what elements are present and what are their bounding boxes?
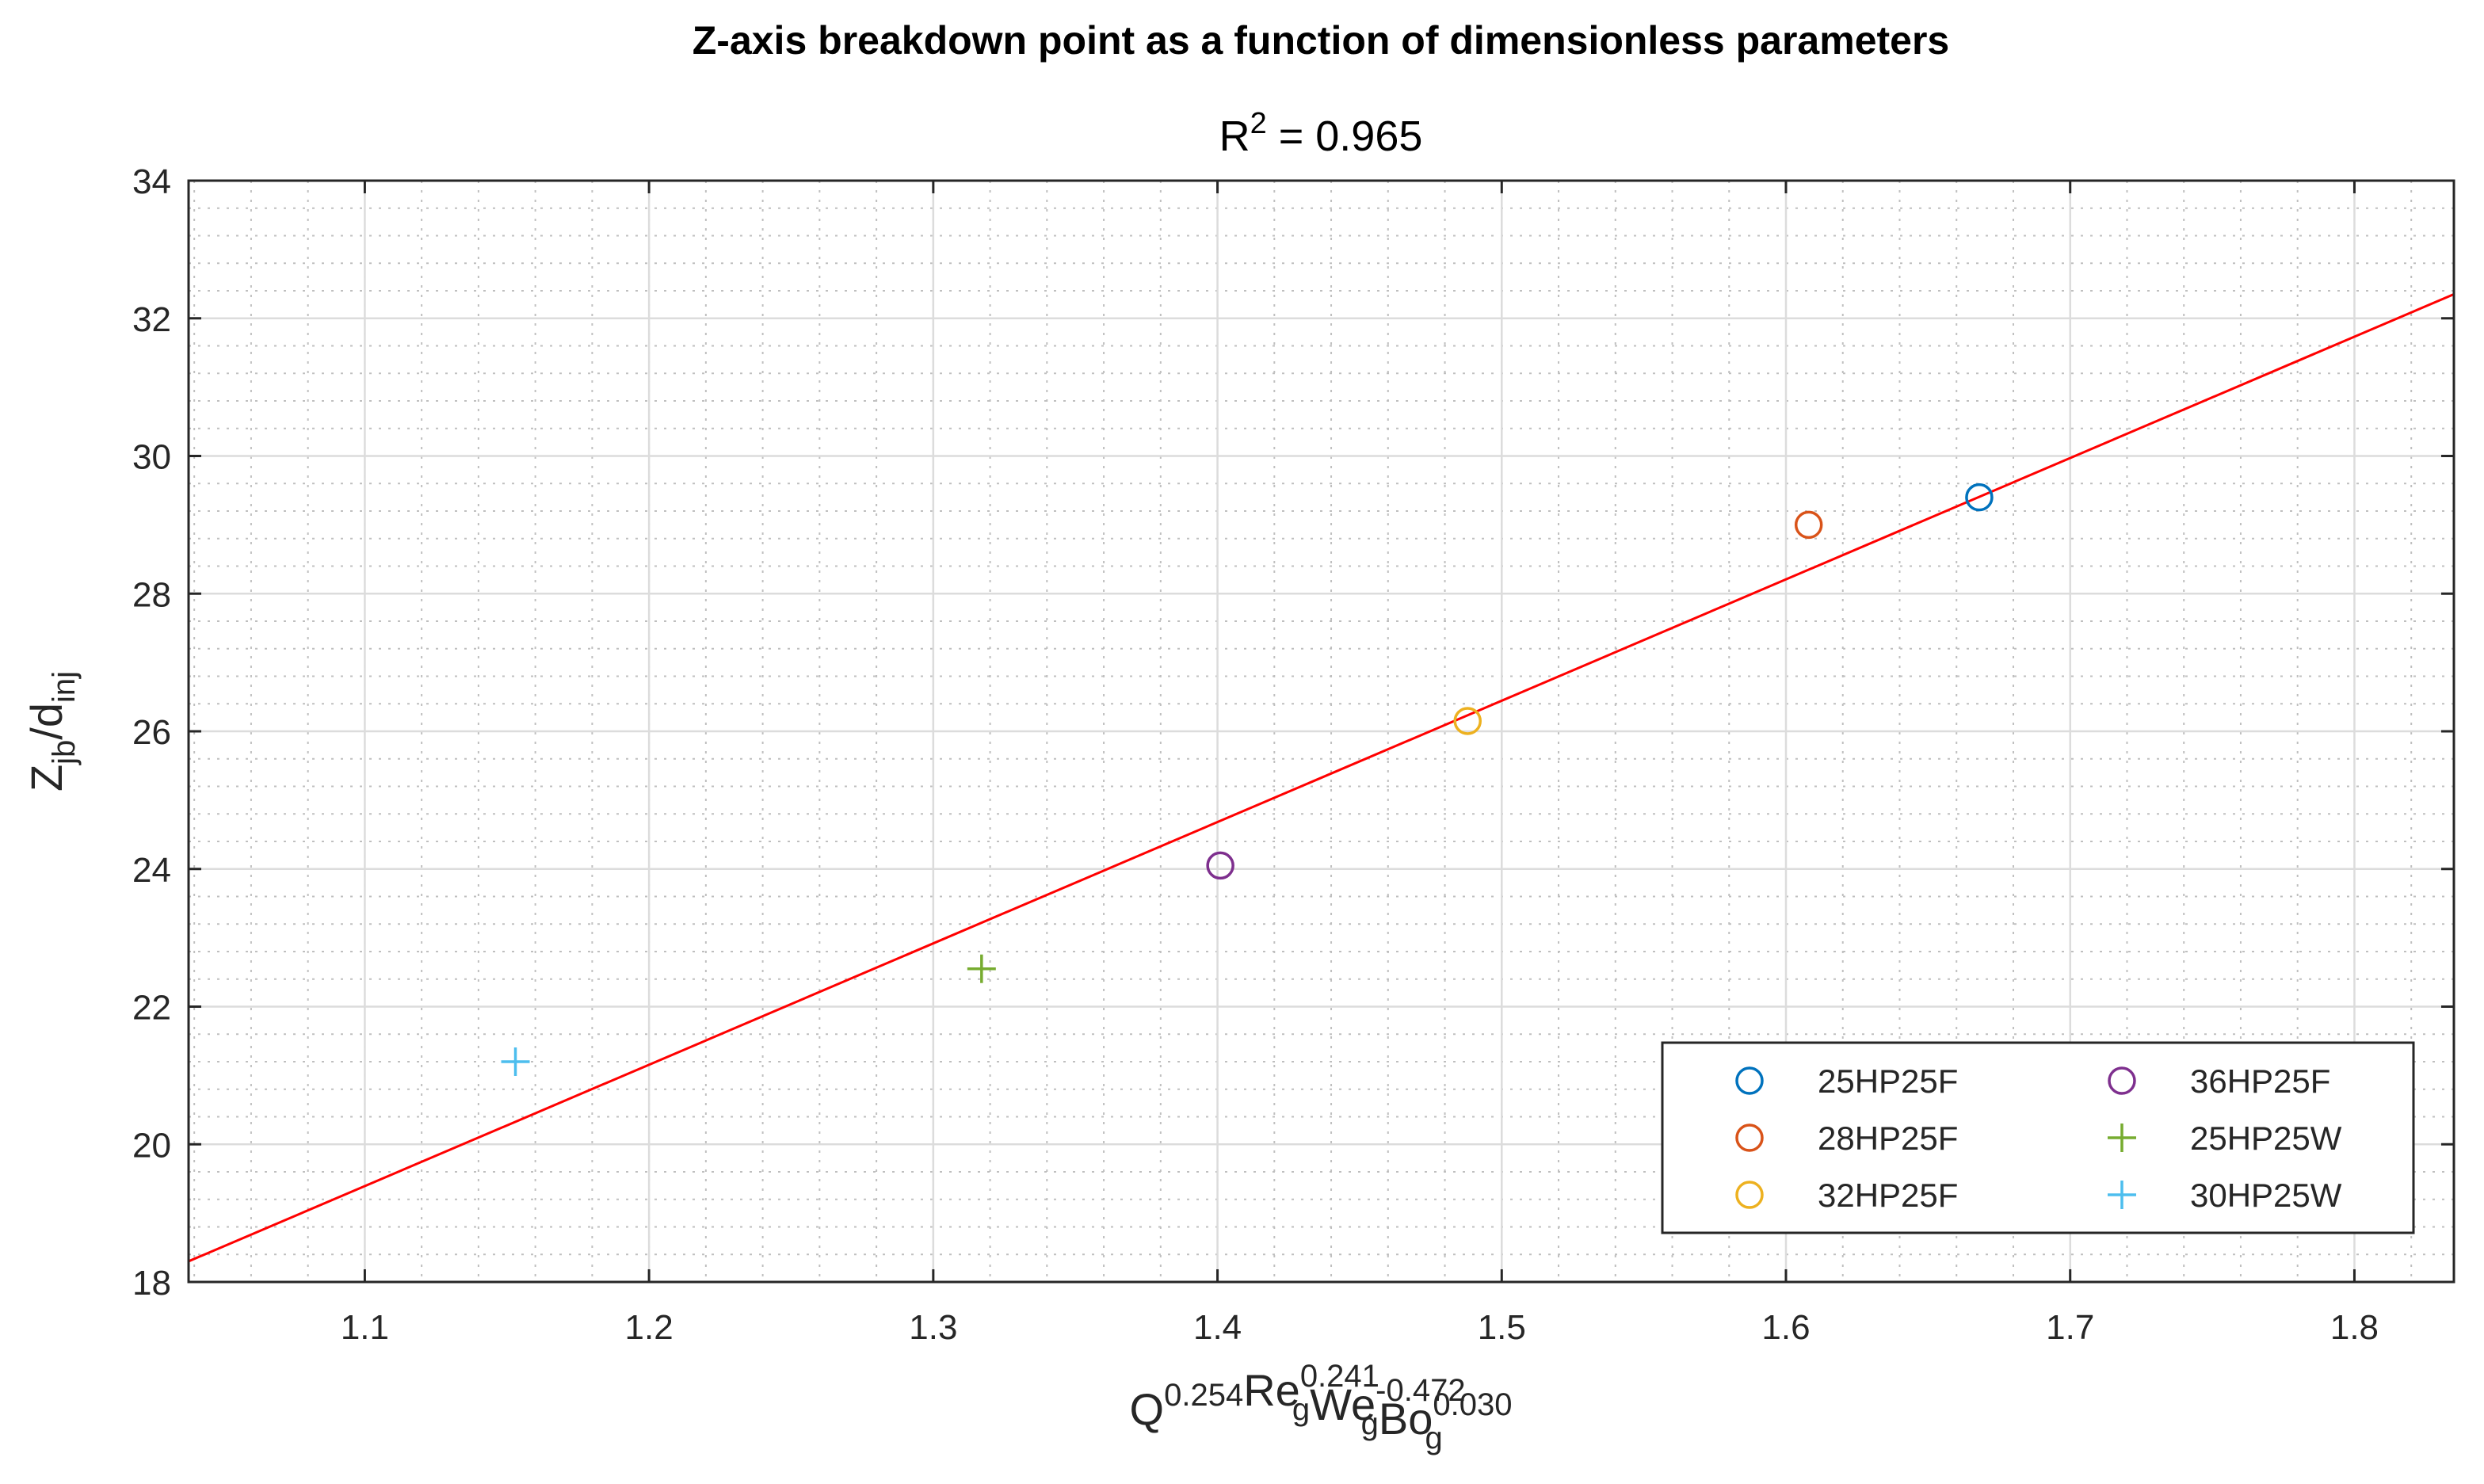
- y-label-z-sub: jb: [47, 740, 82, 765]
- x-tick-label: 1.5: [1478, 1308, 1526, 1347]
- legend-entry-25hp25f: 25HP25F: [1818, 1062, 1958, 1100]
- data-point-28hp25f: [1794, 510, 1823, 540]
- y-label-d-sub: inj: [47, 671, 82, 703]
- legend-marker-30hp25w: [2108, 1181, 2136, 1209]
- x-label-base-3: Bo: [1379, 1394, 1433, 1444]
- y-tick-label: 20: [132, 1126, 171, 1165]
- y-tick-label: 30: [132, 438, 171, 477]
- x-label-sub-3: g: [1425, 1421, 1442, 1455]
- data-point-32hp25f: [1453, 707, 1482, 735]
- x-tick-label: 1.1: [341, 1308, 389, 1347]
- legend-entry-25hp25w: 25HP25W: [2190, 1120, 2342, 1157]
- legend-marker-25hp25f: [1735, 1066, 1764, 1095]
- x-tick-label: 1.6: [1761, 1308, 1810, 1347]
- y-tick-label: 18: [132, 1264, 171, 1303]
- y-tick-label: 28: [132, 575, 171, 614]
- chart-subtitle: R2 = 0.965: [1219, 107, 1423, 160]
- legend-marker-25hp25w: [2108, 1123, 2136, 1152]
- y-tick-label: 32: [132, 300, 171, 339]
- y-tick-label: 24: [132, 851, 171, 890]
- legend-box: [1661, 1041, 2415, 1234]
- x-label-base-0: Q: [1130, 1384, 1165, 1434]
- x-label-sup-1: 0.241: [1300, 1359, 1379, 1394]
- fit-line: [188, 292, 2455, 1263]
- data-point-25hp25f: [1965, 483, 1994, 512]
- x-label-base-1: Re: [1243, 1365, 1300, 1415]
- x-label-sup-3: 0.030: [1433, 1387, 1512, 1422]
- y-label-z: Z: [21, 765, 71, 792]
- legend-entry-36hp25f: 36HP25F: [2190, 1062, 2330, 1100]
- x-label-sup-0: 0.254: [1164, 1378, 1243, 1413]
- legend-entry-28hp25f: 28HP25F: [1818, 1120, 1958, 1157]
- data-point-36hp25f: [1206, 851, 1234, 880]
- y-label-slash: /d: [21, 703, 71, 740]
- x-label-sub-1: g: [1292, 1392, 1310, 1427]
- x-tick-label: 1.2: [625, 1308, 673, 1347]
- subtitle-sup: 2: [1250, 107, 1267, 140]
- y-axis-label: Zjb/dinj: [21, 671, 82, 792]
- legend-marker-28hp25f: [1735, 1123, 1764, 1152]
- data-point-25hp25w: [967, 954, 996, 983]
- subtitle-rest: = 0.965: [1267, 113, 1423, 160]
- legend-marker-36hp25f: [2108, 1066, 2136, 1095]
- data-point-30hp25w: [501, 1047, 530, 1076]
- x-axis-label: Q0.254Re0.241 gWe-0.472 gBo0.030 g: [1130, 1359, 1513, 1455]
- axis-ticks: 1.1 1.2 1.3 1.4 1.5 1.6 1.7 1.8 18 20 22 24 26 28 30 32…: [132, 162, 2454, 1347]
- data-points: [501, 483, 1994, 1076]
- legend-entry-32hp25f: 32HP25F: [1818, 1177, 1958, 1214]
- subtitle-base: R: [1219, 113, 1250, 160]
- x-tick-label: 1.4: [1193, 1308, 1242, 1347]
- y-tick-label: 34: [132, 162, 171, 201]
- y-tick-label: 26: [132, 713, 171, 752]
- y-tick-label: 22: [132, 989, 171, 1028]
- x-tick-label: 1.8: [2330, 1308, 2379, 1347]
- x-tick-label: 1.3: [909, 1308, 957, 1347]
- fit-line-layer: [188, 292, 2455, 1263]
- legend: 25HP25F 28HP25F 32HP25F 36HP25F 25HP25W 30HP2…: [1661, 1041, 2415, 1234]
- x-label-base-2: We: [1310, 1379, 1376, 1429]
- legend-marker-32hp25f: [1735, 1181, 1764, 1209]
- x-label-sub-2: g: [1361, 1406, 1379, 1441]
- chart-title: Z-axis breakdown point as a function of …: [693, 18, 1949, 63]
- x-label-sup-2: -0.472: [1376, 1373, 1465, 1408]
- legend-entry-30hp25w: 30HP25W: [2190, 1177, 2342, 1214]
- x-tick-label: 1.7: [2046, 1308, 2094, 1347]
